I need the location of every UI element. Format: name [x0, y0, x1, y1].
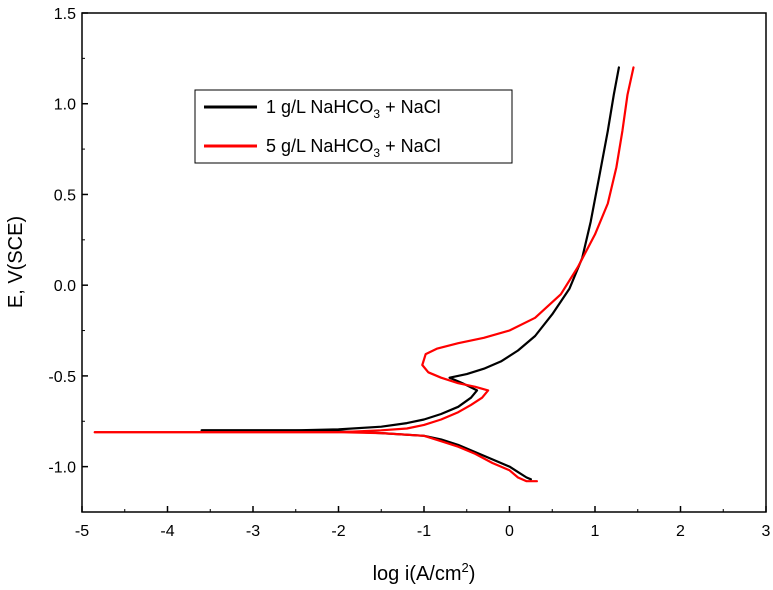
y-tick-label: 1.5 [54, 6, 76, 23]
legend-label-2: 5 g/L NaHCO3 + NaCl [266, 136, 441, 160]
series-2-anodic-line [93, 66, 635, 434]
series-1-anodic-line [200, 66, 621, 432]
x-tick-label: 3 [762, 523, 771, 540]
y-tick-label: 0.5 [54, 187, 76, 204]
x-tick-label: -4 [160, 523, 174, 540]
y-tick-label: 1.0 [54, 97, 76, 114]
x-tick-label: -2 [331, 523, 345, 540]
y-tick-label: -1.0 [48, 460, 76, 477]
x-tick-label: -3 [246, 523, 260, 540]
x-tick-label: -5 [75, 523, 89, 540]
legend: 1 g/L NaHCO3 + NaCl 5 g/L NaHCO3 + NaCl [194, 89, 513, 164]
series-1-cathodic-line [200, 429, 533, 481]
x-tick-label: 1 [591, 523, 600, 540]
y-tick-label: 0.0 [54, 278, 76, 295]
legend-box [194, 89, 513, 164]
plot-frame [81, 12, 767, 513]
x-tick-label: 2 [676, 523, 685, 540]
series-2-cathodic-line [93, 431, 539, 483]
x-axis-title: log i(A/cm2) [373, 560, 476, 585]
x-tick-label: -1 [417, 523, 431, 540]
legend-label-1: 1 g/L NaHCO3 + NaCl [266, 97, 441, 121]
y-axis-title: E, V(SCE) [5, 216, 27, 308]
series-layer [93, 66, 635, 483]
y-tick-label: -0.5 [48, 369, 76, 386]
y-axis: -1.0 -0.5 0.0 0.5 1.0 1.5 [48, 6, 88, 513]
x-axis: -5 -4 -3 -2 -1 0 1 2 3 [75, 506, 771, 540]
x-tick-label: 0 [505, 523, 514, 540]
